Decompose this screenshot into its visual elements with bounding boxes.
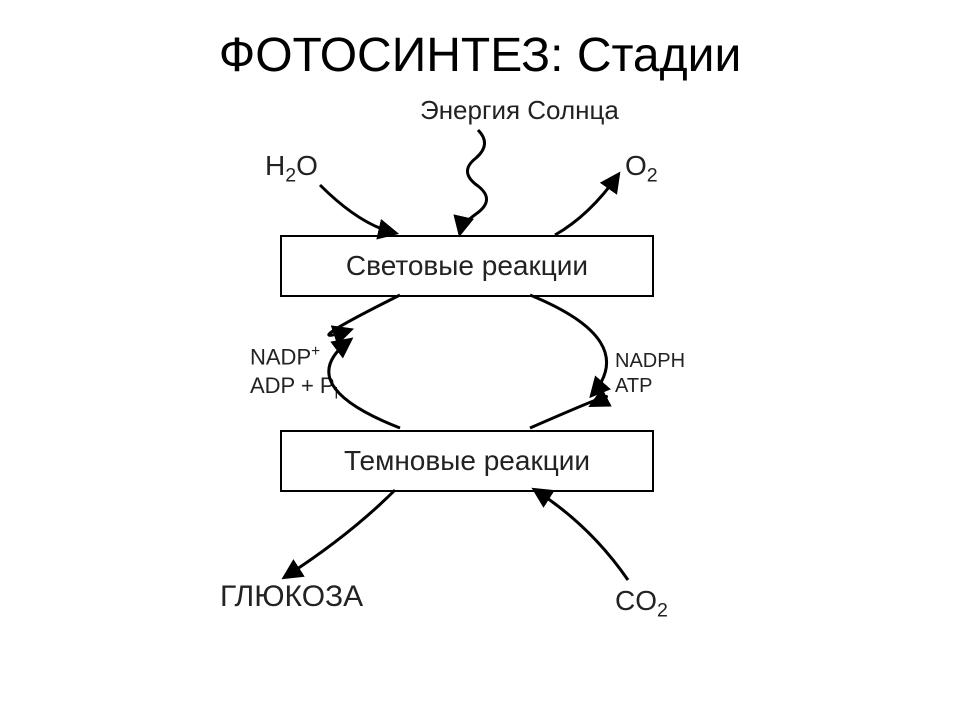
photosynthesis-diagram: Световые реакции Темновые реакции Энерги… — [220, 95, 760, 655]
arrows-layer — [220, 95, 760, 655]
edge-glucose-out — [285, 490, 395, 577]
edge-cycle-right-down — [530, 295, 607, 395]
edge-sun-wave — [460, 130, 487, 233]
slide: ФОТОСИНТЕЗ: Стадии Световые реакции Темн… — [0, 0, 960, 720]
edge-cycle-right-in — [530, 396, 607, 428]
edge-co2-in — [535, 490, 628, 580]
page-title: ФОТОСИНТЕЗ: Стадии — [0, 28, 960, 83]
edge-cycle-left-up — [329, 340, 400, 428]
edge-h2o-in — [320, 185, 395, 233]
edge-cycle-left-in — [329, 295, 400, 335]
edge-o2-out — [555, 175, 618, 235]
